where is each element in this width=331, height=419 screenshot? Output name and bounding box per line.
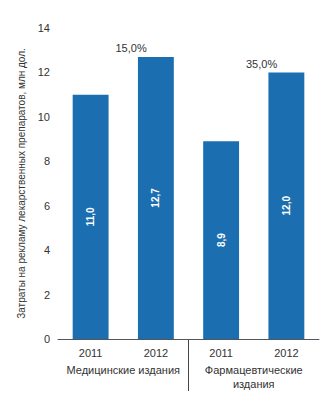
svg-text:35,0%: 35,0%: [246, 58, 277, 70]
svg-text:15,0%: 15,0%: [115, 42, 146, 54]
svg-text:2012: 2012: [274, 347, 298, 359]
svg-text:издания: издания: [233, 378, 275, 390]
svg-text:Затраты на рекламу лекарственн: Затраты на рекламу лекарственных препара…: [16, 48, 27, 319]
svg-text:2011: 2011: [209, 347, 233, 359]
svg-text:12,7: 12,7: [150, 188, 161, 208]
svg-text:2011: 2011: [79, 347, 103, 359]
svg-text:2: 2: [44, 289, 50, 301]
svg-text:10: 10: [38, 111, 50, 123]
svg-text:6: 6: [44, 200, 50, 212]
svg-text:14: 14: [38, 22, 50, 34]
svg-text:12: 12: [38, 66, 50, 78]
svg-text:2012: 2012: [144, 347, 168, 359]
svg-text:Медицинские издания: Медицинские издания: [66, 364, 180, 376]
svg-text:0: 0: [44, 333, 50, 345]
svg-text:8,9: 8,9: [216, 233, 227, 247]
svg-text:Фармацевтические: Фармацевтические: [205, 364, 303, 376]
svg-text:8: 8: [44, 155, 50, 167]
svg-text:4: 4: [44, 244, 50, 256]
svg-text:12,0: 12,0: [281, 196, 292, 216]
svg-text:11,0: 11,0: [85, 207, 96, 226]
